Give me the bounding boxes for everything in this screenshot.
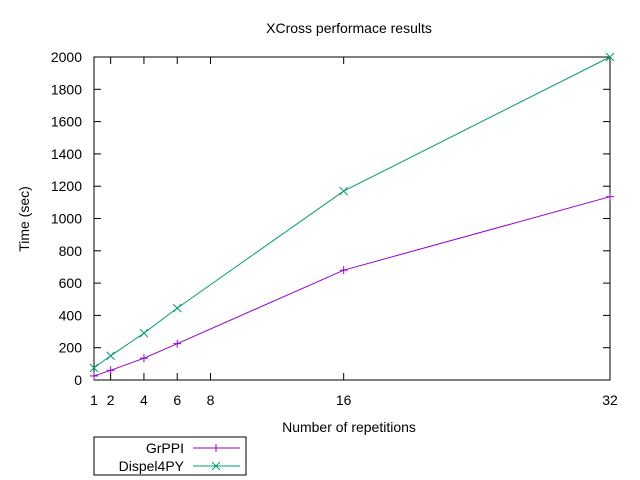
series-grppi <box>90 192 614 380</box>
legend-box <box>93 436 247 476</box>
x-tick-label: 6 <box>173 392 181 408</box>
data-point <box>106 366 115 375</box>
y-axis-label: Time (sec) <box>16 186 32 252</box>
data-point <box>139 354 148 363</box>
y-tick-label: 1200 <box>51 178 82 194</box>
x-tick-label: 16 <box>336 392 352 408</box>
data-point <box>605 52 615 62</box>
y-tick-label: 1600 <box>51 114 82 130</box>
y-tick-label: 2000 <box>51 49 82 65</box>
y-tick-label: 200 <box>59 340 83 356</box>
x-tick-label: 2 <box>107 392 115 408</box>
data-point <box>90 371 98 380</box>
data-point <box>339 186 349 196</box>
x-tick-label: 32 <box>602 392 618 408</box>
y-tick-label: 0 <box>74 372 82 388</box>
x-axis: 1 2 4 6 8 16 32 <box>90 57 618 408</box>
y-tick-label: 400 <box>59 307 83 323</box>
legend: GrPPI Dispel4PY <box>93 436 247 476</box>
data-point <box>139 328 149 338</box>
legend-marker <box>211 461 221 471</box>
chart-title: XCross performace results <box>266 20 432 36</box>
series-layer <box>89 52 615 380</box>
x-tick-label: 8 <box>207 392 215 408</box>
y-tick-label: 1800 <box>51 81 82 97</box>
x-tick-label: 1 <box>90 392 98 408</box>
y-axis: 0 200 400 600 800 1000 1200 1400 1600 1800 2000 <box>51 49 610 388</box>
data-point <box>339 266 348 275</box>
data-point <box>172 303 182 313</box>
data-point <box>89 363 99 373</box>
series-line <box>93 196 611 377</box>
y-tick-label: 800 <box>59 243 83 259</box>
data-point <box>173 339 182 348</box>
data-point <box>106 351 115 361</box>
legend-label: GrPPI <box>146 440 184 456</box>
y-tick-label: 1000 <box>51 211 82 227</box>
y-tick-label: 600 <box>59 275 83 291</box>
y-tick-label: 1400 <box>51 146 82 162</box>
legend-label: Dispel4PY <box>119 458 185 474</box>
data-point <box>606 192 614 201</box>
legend-marker <box>212 444 220 452</box>
series-dispel4py <box>89 52 615 373</box>
series-line <box>93 56 611 369</box>
x-axis-label: Number of repetitions <box>282 419 416 435</box>
x-tick-label: 4 <box>140 392 148 408</box>
